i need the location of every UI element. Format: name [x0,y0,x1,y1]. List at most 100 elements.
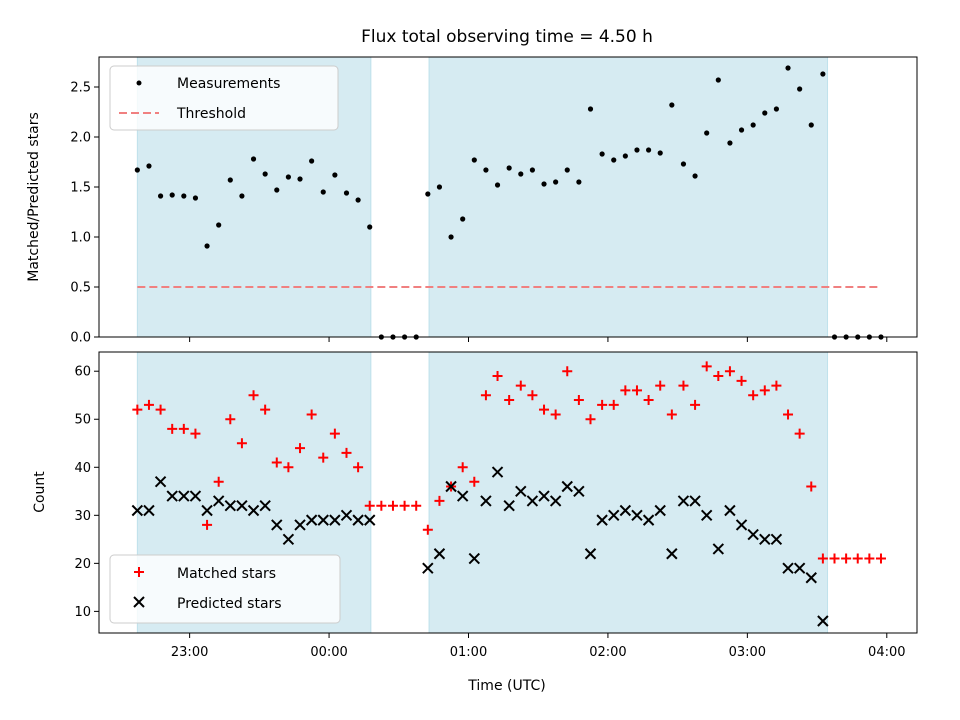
matched-stars-point-6 [202,519,213,530]
predicted-stars-point-29 [515,485,527,498]
predicted-stars-point-42 [666,548,678,560]
measurements-point-32 [506,165,512,171]
measurements-point-30 [483,167,489,173]
matched-stars-point-58 [806,481,817,492]
bottom-panel: 10 20 30 40 50 60 23:00 00:00 01:00 02:00 03:00 04… [32,351,918,694]
predicted-stars-point-10 [247,504,260,517]
predicted-stars-point-50 [759,533,771,546]
measurements-point-57 [797,86,803,92]
matched-stars-point-25 [422,524,433,535]
matched-stars-point-19 [353,462,364,473]
bottom-axes-frame [98,351,918,634]
matched-stars-point-26 [434,495,445,506]
measurements-point-41 [611,157,617,163]
measurements-point-48 [692,173,698,179]
predicted-stars-point-51 [770,533,783,546]
matched-stars-point-52 [736,375,747,386]
legend-measurements-label: Measurements [177,76,280,92]
measurements-point-35 [541,181,547,187]
top-y-tick-label-1: 0.5 [70,281,91,296]
predicted-stars-point-55 [817,615,829,627]
x-tick-label-4: 03:00 [729,645,766,660]
measurements-point-17 [332,172,338,178]
matched-stars-point-5 [190,428,201,439]
matched-stars-point-59 [817,553,828,564]
predicted-stars-point-11 [259,500,271,512]
predicted-stars-point-52 [782,562,794,574]
measurements-point-55 [773,106,780,112]
matched-stars-point-35 [539,404,550,415]
bottom-x-ticks: 23:00 00:00 01:00 02:00 03:00 04:00 [171,633,906,660]
predicted-stars-point-45 [700,509,713,522]
measurements-point-38 [576,179,582,185]
matched-stars-point-32 [504,395,515,406]
measurements-point-45 [657,150,663,156]
top-y-axis-label: Matched/Predicted stars [26,112,42,282]
measurements-point-33 [518,171,524,177]
measurements-point-51 [727,140,733,146]
bottom-series [131,361,886,627]
top-y-ticks: 0.0 0.5 1.0 1.5 2.0 2.5 [70,81,99,346]
bot-y-tick-label-2: 30 [74,509,91,524]
predicted-stars-point-14 [294,519,306,531]
measurements-point-25 [425,191,431,197]
x-tick-label-5: 04:00 [868,645,905,660]
matched-stars-point-12 [271,457,282,468]
matched-stars-point-50 [713,371,724,382]
measurements-point-39 [587,106,594,112]
matched-stars-point-44 [643,395,654,406]
bot-y-tick-label-3: 40 [74,461,91,476]
matched-stars-point-20 [364,500,375,511]
measurements-point-14 [297,176,303,182]
measurements-point-10 [250,156,257,162]
predicted-stars-point-47 [724,504,736,517]
bot-y-tick-label-0: 10 [74,605,91,620]
matched-stars-point-15 [306,409,317,420]
chart-title: Flux total observing time = 4.50 h [361,27,653,47]
predicted-stars-point-6 [201,504,213,517]
legend-measurements-marker [136,80,142,86]
matched-stars-point-36 [550,409,561,420]
measurements-point-54 [762,110,768,116]
matched-stars-point-48 [690,399,701,410]
measurements-point-53 [750,122,756,128]
matched-stars-point-8 [225,414,236,425]
matched-stars-point-18 [341,447,352,458]
predicted-stars-point-12 [271,519,283,531]
top-y-tick-label-2: 1.0 [70,231,91,246]
measurements-point-26 [436,184,443,190]
legend-threshold-label: Threshold [176,106,246,122]
predicted-stars-point-38 [619,504,632,517]
legend-predicted-marker [133,596,145,608]
predicted-stars-point-33 [561,480,573,493]
predicted-stars-point-24 [456,490,469,502]
predicted-stars-point-26 [480,495,492,507]
top-legend: Measurements Threshold [109,65,339,131]
predicted-stars-point-1 [143,504,155,517]
predicted-stars-point-22 [433,548,446,560]
top-y-tick-label-5: 2.5 [70,81,91,96]
predicted-stars-point-54 [805,572,817,584]
matched-stars-point-42 [620,385,631,396]
legend-matched-label: Matched stars [177,566,276,582]
measurements-point-6 [204,243,210,249]
predicted-stars-point-13 [282,533,295,546]
matched-stars-point-38 [573,395,584,406]
x-axis-label: Time (UTC) [467,678,545,694]
matched-stars-point-22 [387,500,398,511]
predicted-stars-point-40 [642,514,655,526]
predicted-stars-point-27 [491,466,504,478]
matched-stars-point-21 [376,500,387,511]
matched-stars-point-64 [875,553,886,564]
matched-stars-point-55 [771,380,782,391]
top-x-ticks [189,337,888,342]
predicted-stars-point-0 [131,504,144,517]
matched-stars-point-1 [143,399,154,410]
predicted-stars-point-20 [364,514,376,526]
matched-stars-point-29 [469,476,480,487]
matched-stars-point-37 [562,366,573,377]
bot-y-tick-label-1: 20 [74,557,91,572]
predicted-stars-point-28 [503,500,515,512]
matched-stars-point-3 [167,423,178,434]
predicted-stars-point-8 [224,500,237,512]
